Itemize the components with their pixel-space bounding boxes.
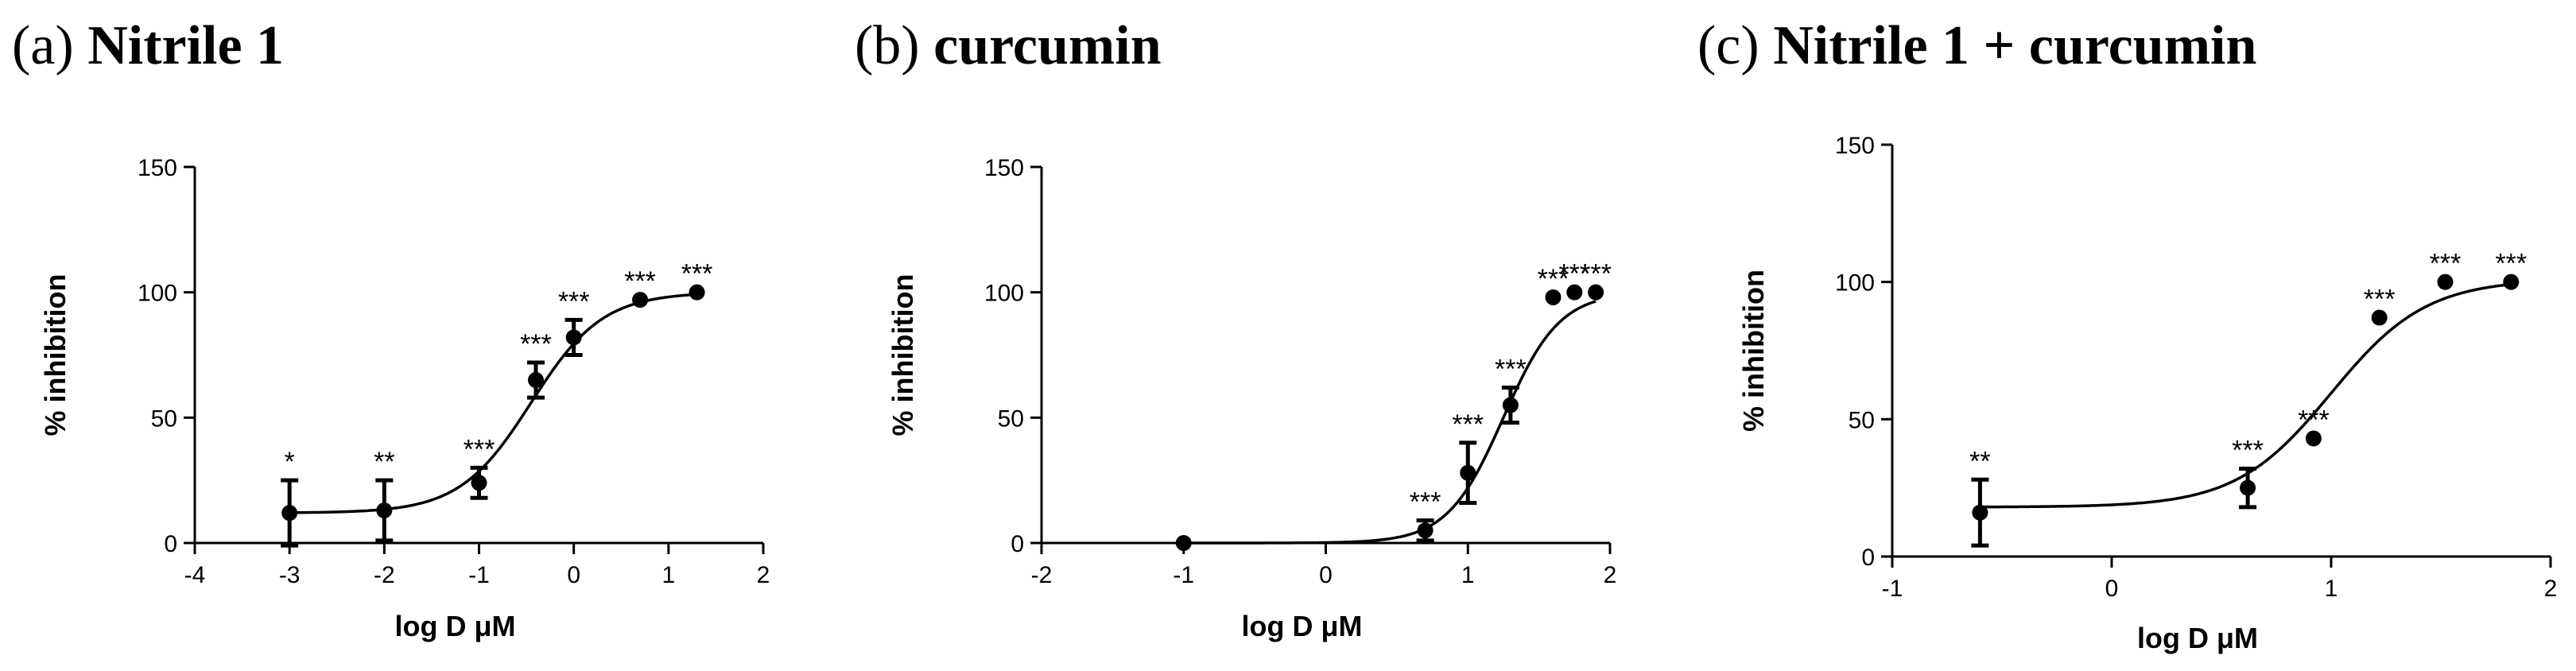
significance-label: ***	[2430, 249, 2462, 279]
data-point	[2437, 273, 2454, 290]
y-tick-label: 50	[998, 405, 1024, 432]
x-tick-label: 2	[2544, 576, 2558, 602]
x-tick-label: -4	[184, 562, 206, 588]
x-tick-label: 0	[1319, 562, 1333, 588]
significance-label: ***	[681, 259, 713, 289]
data-point	[689, 284, 705, 301]
x-tick-label: -2	[1031, 562, 1053, 588]
data-point	[1566, 284, 1583, 301]
x-tick-label: 1	[1461, 562, 1475, 588]
data-point	[565, 329, 582, 346]
x-tick-label: 1	[2325, 576, 2338, 602]
data-point	[1545, 289, 1562, 305]
panel-letter: (a)	[12, 15, 87, 76]
significance-label: ***	[1410, 487, 1441, 518]
significance-label: **	[1969, 446, 1990, 476]
significance-label: ***	[464, 434, 495, 464]
x-tick-label: 2	[1604, 562, 1617, 588]
data-point	[2503, 273, 2520, 290]
data-point	[376, 502, 393, 519]
significance-label: **	[374, 447, 394, 477]
significance-label: ***	[2232, 435, 2264, 465]
y-tick-label: 100	[984, 281, 1024, 307]
panel-1: (a) Nitrile 1 0 50 100 150 -4 -3 -2 -1 0 1 2 log D μ…	[12, 15, 770, 642]
x-tick-label: -2	[374, 562, 395, 588]
significance-label: ***	[624, 266, 656, 297]
y-tick-label: 150	[984, 155, 1024, 181]
data-point	[281, 505, 298, 522]
significance-label: ***	[520, 329, 552, 359]
panel-title: (c) Nitrile 1 + curcumin	[1697, 15, 2256, 76]
panel-name: Nitrile 1	[87, 15, 284, 76]
x-tick-label: 2	[757, 562, 770, 588]
data-point	[1502, 397, 1519, 413]
y-axis-label: % inhibition	[886, 274, 919, 436]
y-axis-label: % inhibition	[1737, 270, 1770, 432]
x-axis-label: log D μM	[395, 610, 516, 642]
y-tick-label: 50	[151, 405, 177, 432]
data-point	[528, 372, 544, 389]
y-tick-label: 100	[1835, 270, 1875, 297]
panel-letter: (c)	[1697, 15, 1773, 76]
fit-curve	[1980, 282, 2512, 509]
significance-label: ***	[1452, 409, 1484, 440]
data-point	[632, 292, 649, 308]
fit-curve	[289, 293, 697, 514]
y-tick-label: 150	[1835, 133, 1875, 159]
data-point	[1972, 504, 1988, 521]
data-point	[2240, 479, 2256, 496]
x-axis-label: log D μM	[1242, 610, 1363, 642]
panel-title: (a) Nitrile 1	[12, 15, 284, 76]
panel-title: (b) curcumin	[855, 15, 1162, 76]
x-axis-label: log D μM	[2137, 622, 2258, 654]
data-point	[1460, 464, 1476, 481]
panel-name: curcumin	[933, 15, 1162, 76]
significance-label: ***	[2364, 285, 2396, 315]
x-tick-label: 0	[567, 562, 580, 588]
y-tick-label: 100	[138, 281, 177, 307]
data-point	[1175, 535, 1192, 551]
y-tick-label: 0	[164, 531, 177, 557]
panel-letter: (b)	[855, 15, 933, 76]
panel-name: Nitrile 1 + curcumin	[1773, 15, 2256, 76]
x-tick-label: -1	[1882, 576, 1903, 602]
significance-label: ***	[2298, 405, 2330, 436]
data-point	[471, 475, 487, 491]
y-tick-label: 0	[1011, 531, 1024, 557]
y-axis-label: % inhibition	[39, 274, 72, 436]
significance-label: ***	[2495, 249, 2527, 279]
x-tick-label: 1	[661, 562, 675, 588]
y-tick-label: 50	[1849, 407, 1875, 433]
significance-label: *	[285, 447, 295, 477]
significance-label: ***	[1580, 259, 1612, 289]
significance-label: ***	[1558, 259, 1590, 289]
significance-label: ***	[1495, 354, 1527, 384]
panel-2: (b) curcumin 0 50 100 150 -2 -1 0 1 2 log D μM % in…	[855, 15, 1616, 642]
fit-curve	[1183, 300, 1596, 545]
data-point	[1417, 522, 1433, 539]
x-tick-label: -1	[468, 562, 490, 588]
data-point	[2371, 309, 2388, 326]
significance-label: ***	[1538, 264, 1569, 294]
data-point	[2305, 430, 2322, 447]
panel-3: (c) Nitrile 1 + curcumin 0 50 100 150 -1 0 1 2 lo…	[1697, 15, 2557, 654]
x-tick-label: -1	[1173, 562, 1194, 588]
x-tick-label: 0	[2105, 576, 2119, 602]
y-tick-label: 150	[138, 155, 177, 181]
data-point	[1588, 284, 1604, 301]
y-tick-label: 0	[1861, 545, 1875, 571]
x-tick-label: -3	[279, 562, 301, 588]
significance-label: ***	[558, 286, 590, 316]
